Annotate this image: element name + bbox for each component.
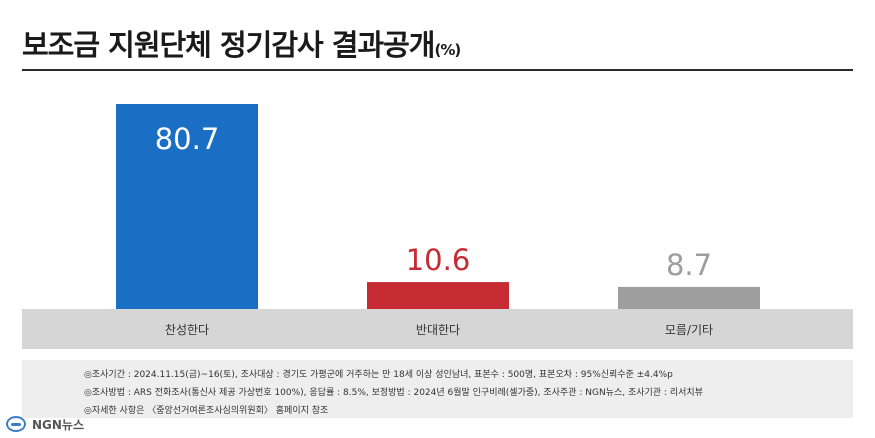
category-label-2: 반대한다 xyxy=(416,323,460,337)
ngn-globe-icon xyxy=(6,416,26,432)
data-label-1: 80.7 xyxy=(155,122,220,156)
logo-text: NGN뉴스 xyxy=(32,417,85,432)
category-label-1: 찬성한다 xyxy=(165,322,209,337)
category-label-3: 모름/기타 xyxy=(665,323,713,337)
footnote-line-1: ◎조사기간 : 2024.11.15(금)~16(토), 조사대상 : 경기도 … xyxy=(84,370,673,380)
title-divider xyxy=(22,69,853,71)
footnote-line-3: ◎자세한 사항은 〈중앙선거여론조사심의위원회〉 홈페이지 참조 xyxy=(84,406,329,416)
bar-3 xyxy=(618,286,760,309)
bar-1 xyxy=(116,104,258,309)
data-label-2: 10.6 xyxy=(406,243,471,277)
bar-2 xyxy=(367,282,509,309)
title-unit: (%) xyxy=(434,41,462,59)
title-text: 보조금 지원단체 정기감사 결과공개 xyxy=(22,28,435,62)
ngn-logo: NGN뉴스 xyxy=(6,414,84,434)
category-axis-band xyxy=(22,309,853,349)
survey-footnote-box: ◎조사기간 : 2024.11.15(금)~16(토), 조사대상 : 경기도 … xyxy=(22,360,853,418)
footnote-line-2: ◎조사방법 : ARS 전화조사(통신사 제공 가상번호 100%), 응답률 … xyxy=(84,388,703,398)
page-title: 보조금 지원단체 정기감사 결과공개(%) xyxy=(22,22,462,64)
data-label-3: 8.7 xyxy=(666,248,712,282)
bar-chart: 80.7 찬성한다 10.6 반대한다 8.7 모름/기타 xyxy=(22,104,853,349)
